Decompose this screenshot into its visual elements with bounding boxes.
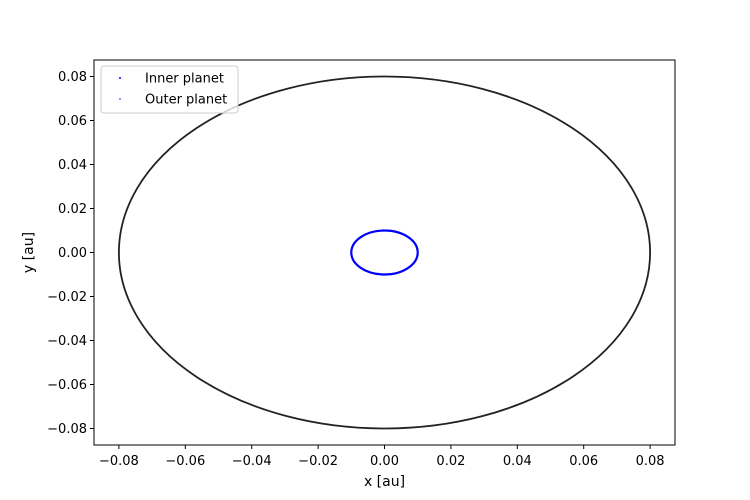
y-tick-label: −0.02 [47, 290, 87, 305]
y-tick-label: 0.06 [58, 114, 87, 129]
x-tick-label: −0.04 [232, 454, 272, 469]
inner-planet-orbit [350, 229, 419, 276]
legend-marker [119, 98, 121, 100]
x-tick-label: −0.08 [99, 454, 139, 469]
x-tick-label: 0.00 [370, 454, 399, 469]
y-tick-label: −0.08 [47, 422, 87, 437]
x-tick-label: 0.08 [636, 454, 665, 469]
y-axis-label: y [au] [21, 232, 37, 273]
legend-label: Outer planet [145, 93, 227, 108]
y-tick-label: 0.04 [58, 158, 87, 173]
y-tick-label: −0.04 [47, 334, 87, 349]
x-axis-ticks: −0.08 −0.06 −0.04 −0.02 0.00 0.02 0.04 0.06 0.08 [99, 445, 665, 469]
y-axis-ticks: −0.08 −0.06 −0.04 −0.02 0.00 0.02 0.04 0.06 0.08 [47, 70, 94, 437]
x-axis-label: x [au] [364, 474, 405, 490]
orbits [117, 75, 652, 430]
legend-marker [119, 77, 121, 79]
y-tick-label: 0.00 [58, 246, 87, 261]
plot-frame [93, 59, 676, 446]
x-tick-label: 0.06 [569, 454, 598, 469]
legend: Inner planet Outer planet [100, 65, 239, 114]
y-tick-label: −0.06 [47, 378, 87, 393]
legend-box [100, 65, 239, 114]
x-tick-label: 0.04 [503, 454, 532, 469]
y-tick-label: 0.08 [58, 70, 87, 85]
outer-planet-orbit [117, 75, 652, 430]
legend-label: Inner planet [145, 72, 224, 87]
x-tick-label: −0.06 [165, 454, 205, 469]
x-tick-label: −0.02 [298, 454, 338, 469]
x-tick-label: 0.02 [436, 454, 465, 469]
y-tick-label: 0.02 [58, 202, 87, 217]
